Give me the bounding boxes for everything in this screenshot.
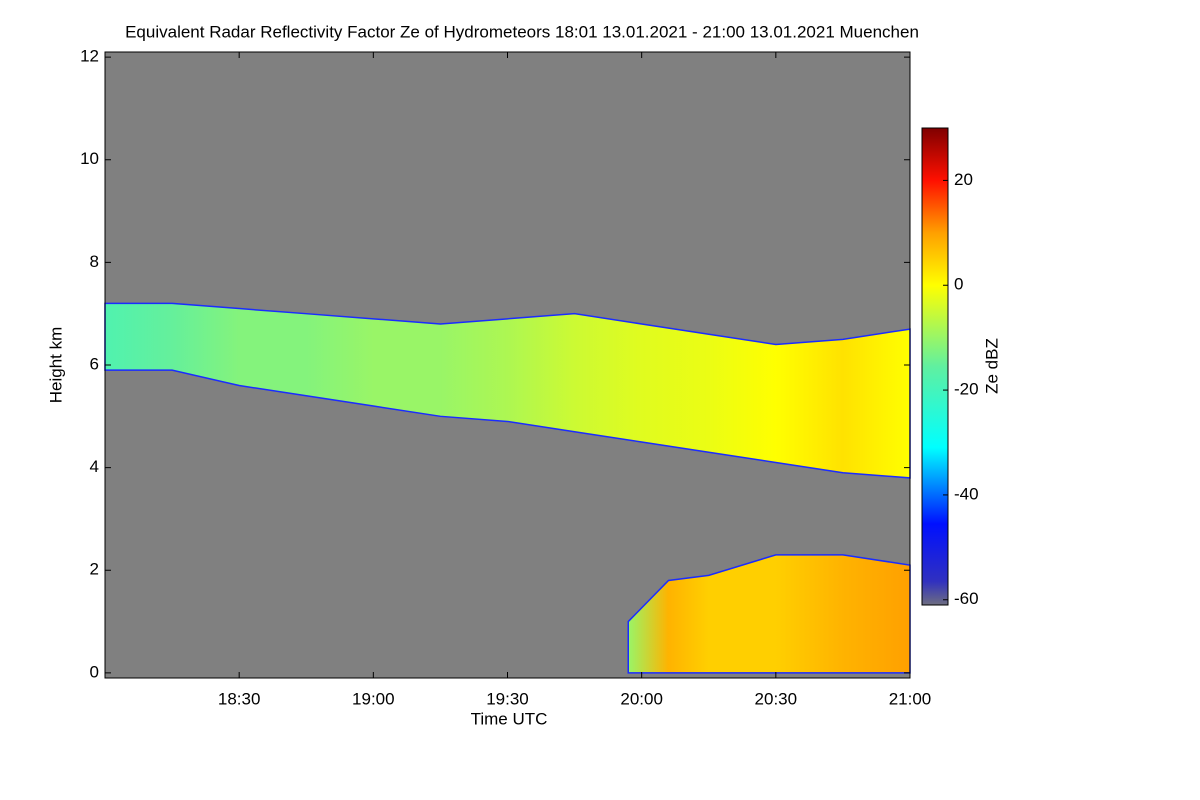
colorbar	[921, 127, 949, 606]
y-tick-label: 4	[90, 457, 99, 476]
colorbar-tick-label: -20	[954, 380, 979, 399]
y-tick-label: 8	[90, 252, 99, 271]
colorbar-label: Ze dBZ	[982, 338, 1001, 394]
x-tick-label: 19:30	[486, 689, 529, 708]
colorbar-tick-label: 0	[954, 275, 963, 294]
x-tick-label: 18:30	[218, 689, 261, 708]
x-tick-label: 20:00	[620, 689, 663, 708]
colorbar-tick-label: 20	[954, 170, 973, 189]
colorbar-tick-label: -60	[954, 589, 979, 608]
colorbar-tick-label: -40	[954, 484, 979, 503]
y-tick-label: 12	[80, 47, 99, 66]
y-tick-label: 10	[80, 149, 99, 168]
chart-title: Equivalent Radar Reflectivity Factor Ze …	[125, 22, 919, 41]
y-tick-label: 0	[90, 662, 99, 681]
y-axis-label: Height km	[46, 327, 65, 404]
x-axis-label: Time UTC	[471, 709, 548, 728]
x-tick-label: 19:00	[352, 689, 395, 708]
y-tick-label: 2	[90, 560, 99, 579]
y-tick-label: 6	[90, 354, 99, 373]
x-tick-label: 21:00	[889, 689, 932, 708]
x-tick-label: 20:30	[755, 689, 798, 708]
